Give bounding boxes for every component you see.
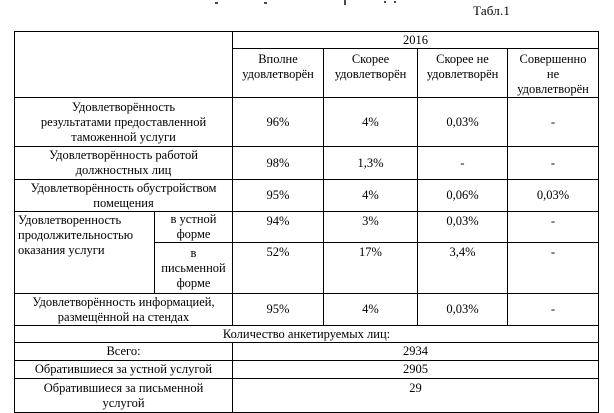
- summary-value-cell: 2905: [232, 360, 599, 379]
- value-cell: -: [417, 146, 508, 180]
- satisfaction-table: 2016 Вполне удовлетворён Скорее удовлетв…: [14, 31, 599, 413]
- group-label-cell: Удовлетворенность продолжительностью ока…: [14, 211, 155, 294]
- value-cell: 95%: [232, 179, 324, 212]
- summary-label-cell: Обратившиеся за письменной услугой: [14, 378, 233, 413]
- value-cell: 4%: [323, 179, 418, 212]
- value-cell: 94%: [232, 211, 324, 243]
- value-cell: 52%: [232, 242, 324, 294]
- clipped-text-remnant: [394, 1, 396, 3]
- summary-label-cell: Обратившиеся за устной услугой: [14, 360, 233, 379]
- value-cell: 96%: [232, 97, 324, 147]
- value-cell: 17%: [323, 242, 418, 294]
- value-cell: 0,03%: [507, 179, 599, 212]
- table-caption: Табл.1: [473, 3, 511, 18]
- row-label-cell: Удовлетворённость результатами предостав…: [14, 97, 233, 147]
- clipped-text-remnant: [384, 1, 386, 3]
- value-cell: 0,03%: [417, 97, 508, 147]
- value-cell: 4%: [323, 293, 418, 326]
- summary-value-cell: 2934: [232, 342, 599, 361]
- column-header-cell: Совершенно не удовлетворён: [507, 48, 599, 98]
- year-header-cell: 2016: [232, 31, 599, 49]
- summary-label-cell: Всего:: [14, 342, 233, 361]
- value-cell: 0,03%: [417, 293, 508, 326]
- value-cell: 4%: [323, 97, 418, 147]
- clipped-text-remnant: [264, 2, 267, 4]
- value-cell: -: [507, 211, 599, 243]
- row-label-cell: Удовлетворённость обустройством помещени…: [14, 179, 233, 212]
- value-cell: 95%: [232, 293, 324, 326]
- row-label-cell: Удовлетворённость информацией, размещённ…: [14, 293, 233, 326]
- section-header-cell: Количество анкетируемых лиц:: [14, 325, 599, 343]
- row-label-cell: Удовлетворённость работой должностных ли…: [14, 146, 233, 180]
- clipped-text-remnant: [215, 2, 218, 4]
- value-cell: 3,4%: [417, 242, 508, 294]
- value-cell: -: [507, 97, 599, 147]
- column-header-cell: Вполне удовлетворён: [232, 48, 324, 98]
- summary-value-cell: 29: [232, 378, 599, 413]
- corner-cell: [14, 31, 233, 98]
- value-cell: -: [507, 146, 599, 180]
- value-cell: 1,3%: [323, 146, 418, 180]
- value-cell: 0,03%: [417, 211, 508, 243]
- column-header-cell: Скорее не удовлетворён: [417, 48, 508, 98]
- value-cell: 98%: [232, 146, 324, 180]
- sub-label-cell: в письменной форме: [154, 242, 233, 294]
- value-cell: 3%: [323, 211, 418, 243]
- value-cell: 0,06%: [417, 179, 508, 212]
- column-header-cell: Скорее удовлетворён: [323, 48, 418, 98]
- sub-label-cell: в устной форме: [154, 211, 233, 243]
- value-cell: -: [507, 242, 599, 294]
- clipped-text-remnant: [344, 0, 346, 5]
- value-cell: -: [507, 293, 599, 326]
